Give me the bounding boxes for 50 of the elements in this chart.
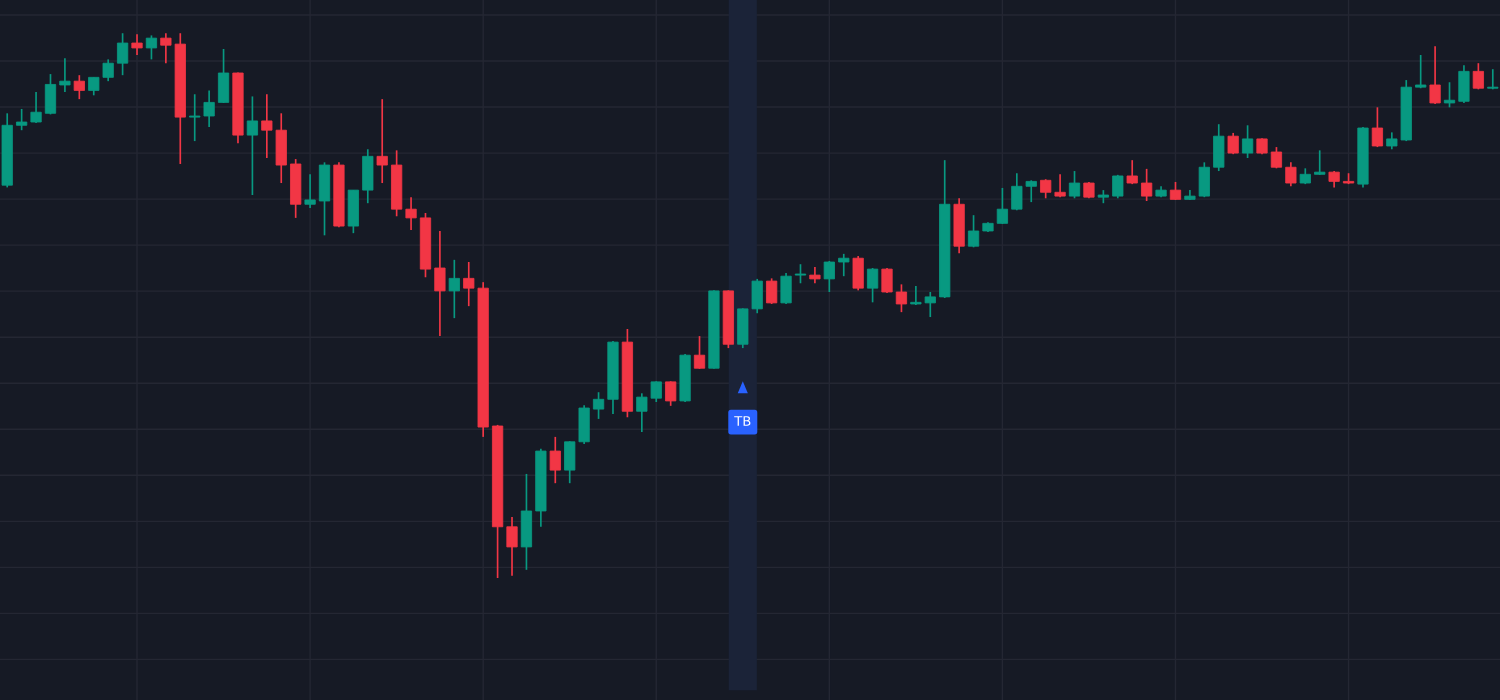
candlestick: [30, 91, 42, 124]
candlestick: [1371, 106, 1384, 148]
candlestick: [866, 267, 879, 304]
candlestick: [967, 214, 980, 249]
candlestick: [1472, 62, 1484, 91]
candlestick: [1068, 170, 1081, 200]
candlestick: [895, 283, 908, 313]
candlestick: [376, 98, 388, 184]
candlestick: [405, 196, 417, 231]
candlestick: [823, 260, 835, 293]
candlestick: [203, 89, 215, 128]
candlestick: [1040, 178, 1052, 200]
candlestick: [1285, 161, 1297, 188]
candlestick: [448, 259, 460, 319]
candlestick: [116, 32, 129, 77]
candlestick: [160, 32, 172, 65]
candlestick: [131, 33, 143, 56]
candlestick: [1025, 179, 1037, 203]
candlestick: [59, 57, 71, 93]
candlestick: [463, 261, 475, 307]
candlestick: [73, 74, 85, 100]
candlestick: [145, 34, 158, 61]
candlestick: [261, 93, 273, 159]
candlestick: [924, 291, 936, 318]
candlestick: [636, 392, 648, 433]
candlestick: [794, 263, 807, 285]
candlestick: [1415, 54, 1427, 90]
candlestick: [1011, 172, 1023, 212]
candlestick: [102, 58, 114, 83]
candlestick: [665, 380, 677, 407]
candlestick: [1241, 124, 1254, 159]
candlestick: [650, 380, 662, 403]
candlestick: [549, 436, 561, 485]
candlestick: [693, 335, 706, 370]
candlestick: [1443, 81, 1456, 109]
candlestick: [434, 230, 446, 337]
candlestick: [1141, 168, 1153, 202]
annotation: TB: [734, 416, 751, 426]
candlestick: [881, 267, 893, 294]
candlestick: [506, 516, 518, 577]
candlestick: [996, 187, 1009, 225]
candlestick: [1429, 45, 1441, 105]
candlestick: [838, 253, 850, 278]
candlestick: [189, 93, 201, 142]
candlestick: [1314, 149, 1326, 176]
candlestick: [16, 108, 28, 132]
candlestick: [766, 277, 778, 305]
candlestick: [304, 173, 316, 209]
candlestick: [592, 391, 605, 420]
candlestick: [246, 95, 259, 196]
